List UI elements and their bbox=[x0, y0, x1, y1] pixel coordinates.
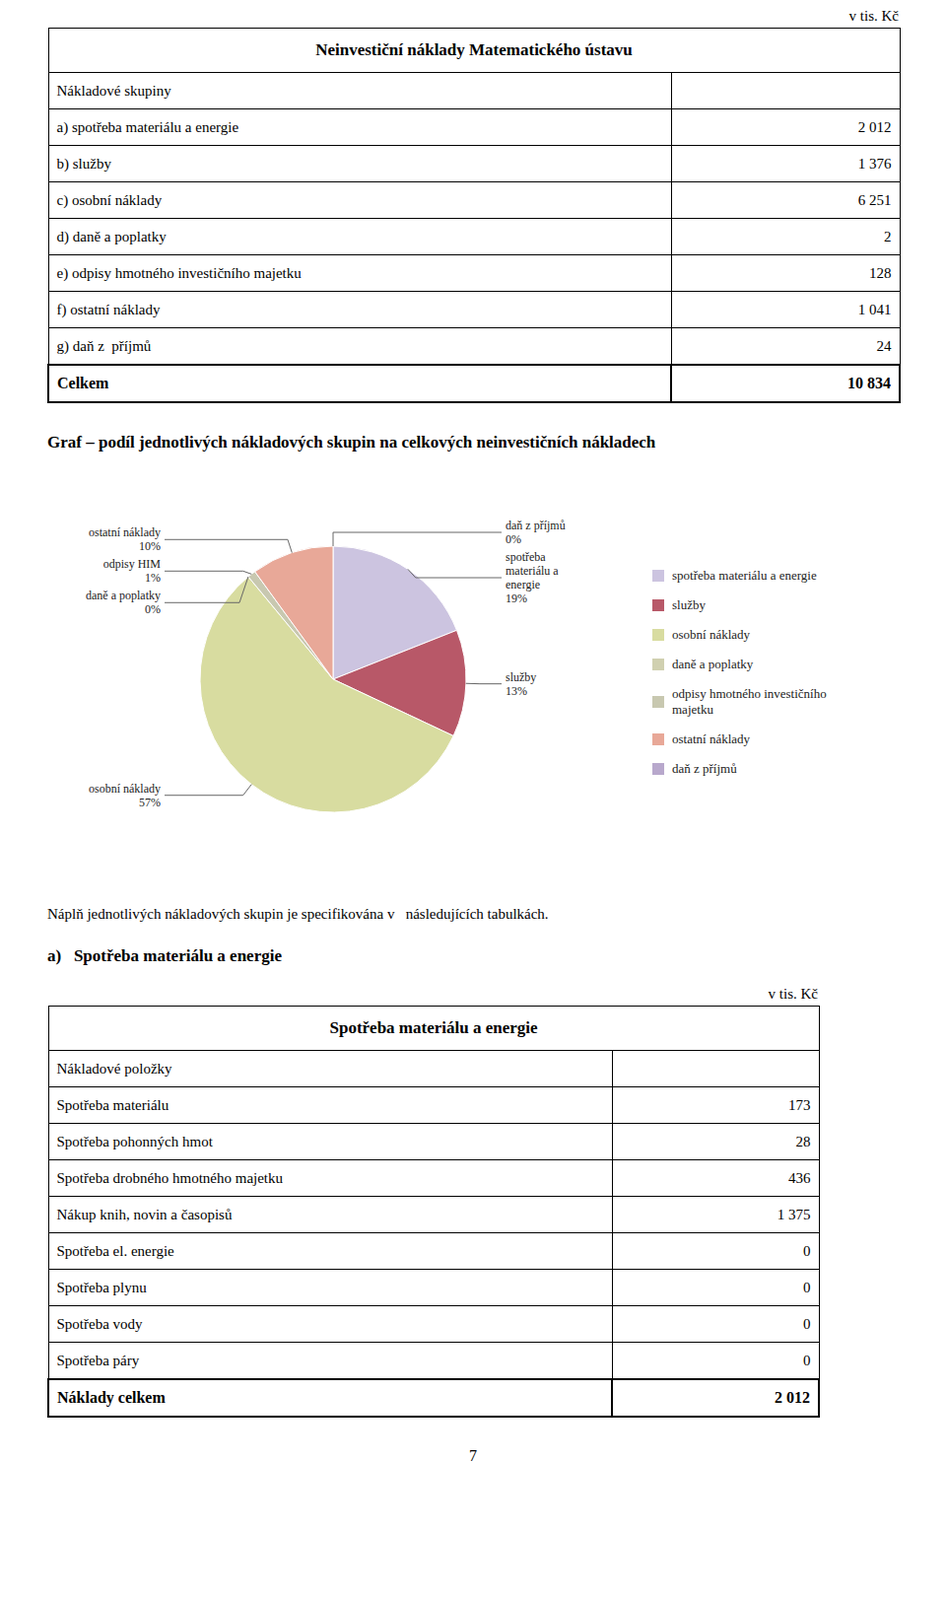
html-text:daň z příjmů: daň z příjmů bbox=[672, 760, 737, 776]
html-text:Spotřeba materiálu: Spotřeba materiálu bbox=[56, 1096, 169, 1113]
html-text:173: 173 bbox=[788, 1096, 811, 1113]
html-text:28: 28 bbox=[795, 1132, 811, 1149]
svg-text:odpisy HIM1%: odpisy HIM1% bbox=[103, 556, 162, 585]
svg-text:daň z příjmů0%: daň z příjmů0% bbox=[505, 518, 566, 546]
html-text:v tis. Kč: v tis. Kč bbox=[849, 7, 899, 24]
html-text:Nákup knih, novin a časopisů: Nákup knih, novin a časopisů bbox=[56, 1205, 232, 1222]
html-text:Spotřeba páry: Spotřeba páry bbox=[56, 1351, 140, 1368]
html-text:ostatní náklady: ostatní náklady bbox=[672, 731, 751, 746]
html-text:e) odpisy hmotného investičníh: e) odpisy hmotného investičního majetku bbox=[56, 264, 302, 281]
html-text:Náklady celkem: Náklady celkem bbox=[57, 1388, 166, 1406]
svg-text:služby13%: služby13% bbox=[505, 670, 537, 698]
html-text:Náplň jednotlivých nákladových: Náplň jednotlivých nákladových skupin je… bbox=[47, 905, 549, 922]
html-text:d) daně a poplatky: d) daně a poplatky bbox=[56, 228, 167, 244]
html-text:spotřeba materiálu a energie: spotřeba materiálu a energie bbox=[672, 567, 817, 583]
html-text:b) služby: b) služby bbox=[56, 155, 112, 171]
html-text:a) spotřeba materiálu a energi: a) spotřeba materiálu a energie bbox=[56, 118, 239, 135]
html-text:Nákladové skupiny: Nákladové skupiny bbox=[56, 82, 172, 99]
html-text:0: 0 bbox=[803, 1351, 811, 1368]
html-text:daně a poplatky: daně a poplatky bbox=[672, 656, 754, 672]
html-text:Graf – podíl jednotlivých nákl: Graf – podíl jednotlivých nákladových sk… bbox=[47, 432, 656, 452]
html-text:Nákladové položky: Nákladové položky bbox=[56, 1059, 173, 1076]
html-text:10 834: 10 834 bbox=[847, 374, 891, 392]
html-text:f) ostatní náklady: f) ostatní náklady bbox=[56, 301, 161, 317]
svg-text:daně a poplatky0%: daně a poplatky0% bbox=[85, 588, 161, 616]
html-text:g) daň z příjmů: g) daň z příjmů bbox=[56, 337, 152, 354]
html-text:Spotřeba materiálu a energie: Spotřeba materiálu a energie bbox=[329, 1017, 538, 1037]
html-text:6 251: 6 251 bbox=[858, 191, 892, 208]
html-text:1 041: 1 041 bbox=[858, 301, 892, 317]
html-text:436: 436 bbox=[788, 1169, 811, 1185]
html-text:2 012: 2 012 bbox=[858, 118, 892, 135]
html-text:Spotřeba drobného hmotného maj: Spotřeba drobného hmotného majetku bbox=[56, 1169, 283, 1185]
html-text:odpisy hmotného investičního m: odpisy hmotného investičního majetku bbox=[672, 685, 827, 717]
html-text:Spotřeba vody: Spotřeba vody bbox=[56, 1315, 143, 1331]
svg-text:ostatní náklady10%: ostatní náklady10% bbox=[88, 525, 161, 553]
html-text:c) osobní náklady: c) osobní náklady bbox=[56, 191, 162, 208]
html-text:128: 128 bbox=[869, 264, 892, 281]
html-text:Neinvestiční náklady Matematic: Neinvestiční náklady Matematického ústav… bbox=[315, 40, 633, 60]
html-text:1 375: 1 375 bbox=[777, 1205, 811, 1222]
html-text:osobní náklady: osobní náklady bbox=[672, 626, 751, 642]
svg-text:osobní náklady57%: osobní náklady57% bbox=[88, 781, 161, 810]
html-text:24: 24 bbox=[876, 337, 892, 354]
html-text:2 012: 2 012 bbox=[774, 1388, 811, 1406]
html-text:7: 7 bbox=[469, 1446, 477, 1464]
html-text:a) Spotřeba materiálu a energi: a) Spotřeba materiálu a energie bbox=[47, 946, 282, 965]
html-text:0: 0 bbox=[803, 1278, 811, 1295]
html-text:0: 0 bbox=[803, 1242, 811, 1258]
html-text:0: 0 bbox=[803, 1315, 811, 1331]
html-text:v tis. Kč: v tis. Kč bbox=[768, 985, 818, 1002]
html-text:1 376: 1 376 bbox=[858, 155, 892, 171]
html-text:Spotřeba plynu: Spotřeba plynu bbox=[56, 1278, 147, 1295]
html-text:služby: služby bbox=[672, 597, 706, 612]
html-text:Spotřeba pohonných hmot: Spotřeba pohonných hmot bbox=[56, 1132, 213, 1149]
svg-text:spotřebamateriálu aenergie19%: spotřebamateriálu aenergie19% bbox=[505, 549, 559, 606]
html-text:Celkem: Celkem bbox=[57, 374, 109, 392]
html-text:Spotřeba el. energie: Spotřeba el. energie bbox=[56, 1242, 175, 1258]
html-text:2: 2 bbox=[883, 228, 892, 244]
